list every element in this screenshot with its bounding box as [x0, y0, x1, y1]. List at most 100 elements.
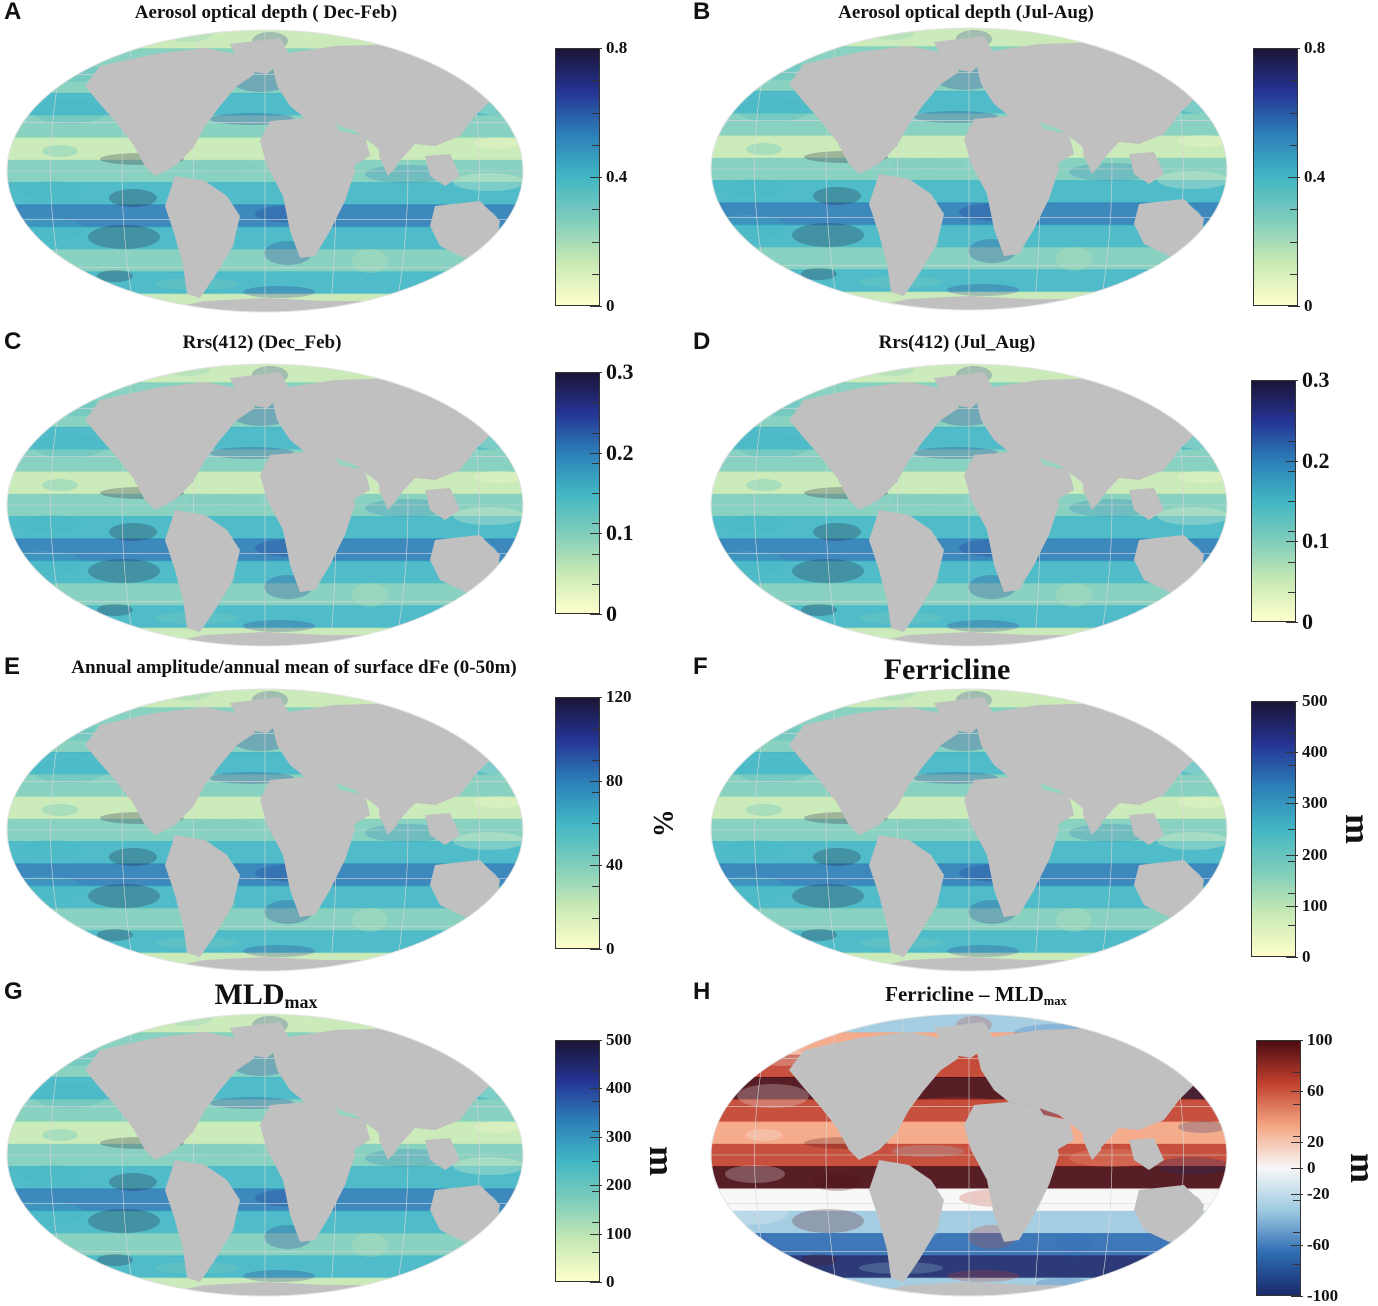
se-asia-landmass [425, 488, 460, 520]
panel-label: C [4, 328, 22, 355]
colorbar-minor-tick [592, 823, 600, 824]
colorbar-tick [1286, 541, 1298, 543]
colorbar-tick-label: 0 [1302, 947, 1311, 966]
panel-title: Aerosol optical depth ( Dec-Feb) [134, 2, 398, 23]
colorbar-tick-label: 0.1 [1302, 528, 1330, 554]
australia-landmass [430, 860, 500, 917]
colorbar-minor-tick [592, 1221, 600, 1223]
north-america-landmass [85, 48, 255, 176]
colorbar-tick [1286, 957, 1298, 958]
colorbar-minor-tick [592, 80, 600, 82]
colorbar-tick [590, 1136, 602, 1138]
colorbar-tick-label: 400 [1302, 742, 1328, 762]
se-asia-landmass [1129, 488, 1164, 520]
colorbar-tick-label: 0.2 [606, 439, 634, 465]
africa-landmass [260, 452, 355, 592]
north-america-landmass [85, 707, 255, 835]
colorbar-minor-tick [1293, 1136, 1301, 1137]
colorbar-minor-tick [592, 273, 600, 275]
colorbar-tick-label: 40 [606, 855, 623, 874]
europe-asia-landmass [270, 1028, 505, 1150]
south-america-landmass [165, 176, 240, 298]
colorbar-minor-tick [1288, 925, 1296, 926]
colorbar-minor-tick [1290, 273, 1298, 275]
australia-landmass [1134, 860, 1204, 917]
panel-label: A [4, 0, 22, 25]
colorbar-tick [590, 1088, 602, 1090]
colorbar-minor-tick [592, 583, 600, 585]
india-landmass [379, 470, 400, 510]
colorbar-unit: % [647, 809, 678, 837]
australia-landmass [1134, 199, 1204, 256]
panel-d: D Rrs(412) (Jul_Aug) 0 0.1 0.2 0.3 [689, 328, 1378, 656]
se-asia-landmass [425, 1138, 460, 1170]
colorbar-tick [1291, 1142, 1303, 1144]
panel-label: H [693, 978, 711, 1005]
colorbar-tick-label: 500 [606, 1030, 632, 1049]
africa-landmass [260, 777, 355, 917]
colorbar-minor-tick [1288, 893, 1296, 894]
australia-landmass [1134, 1185, 1204, 1242]
north-america-landmass [85, 382, 255, 510]
colorbar-tick-label: 200 [1302, 844, 1328, 864]
colorbar-minor-tick [1290, 144, 1298, 146]
colorbar-unit: m [1342, 1153, 1378, 1183]
colorbar-minor-tick [592, 523, 600, 525]
world-map [710, 27, 1228, 311]
colorbar-minor-tick [1288, 829, 1296, 830]
north-america-landmass [85, 1032, 255, 1160]
panel-label: B [693, 0, 711, 25]
colorbar-minor-tick [1288, 561, 1296, 563]
title-subscript: max [284, 992, 318, 1012]
colorbar-tick [1286, 752, 1298, 754]
colorbar-minor-tick [592, 553, 600, 555]
colorbar-minor-tick [1288, 440, 1296, 442]
colorbar-tick [590, 177, 602, 178]
colorbar-tick [1291, 1091, 1303, 1093]
world-map [6, 1013, 524, 1297]
colorbar-minor-tick [592, 1191, 600, 1193]
colorbar-minor-tick [592, 760, 600, 761]
colorbar-minor-tick [592, 917, 600, 919]
panel-label: D [693, 328, 711, 355]
europe-asia-landmass [270, 378, 505, 500]
colorbar-tick [590, 949, 602, 950]
colorbar-tick-label: 200 [606, 1175, 632, 1195]
colorbar-minor-tick [592, 112, 600, 114]
colorbar-minor-tick [1290, 209, 1298, 211]
world-map [710, 688, 1228, 972]
title-subscript: max [1043, 994, 1067, 1008]
africa-landmass [260, 1102, 355, 1242]
south-america-landmass [869, 174, 944, 296]
panel-title: Rrs(412) (Jul_Aug) [878, 332, 1036, 353]
colorbar-tick-label: 300 [606, 1126, 632, 1146]
colorbar-tick-label: 60 [1307, 1081, 1324, 1101]
colorbar-minor-tick [1288, 470, 1296, 472]
colorbar-tick-label: 0 [1307, 1158, 1316, 1177]
colorbar-tick [590, 865, 602, 866]
colorbar-tick [1286, 460, 1298, 462]
panel-h: H Ferricline – MLDmax -100 -60 -20 0 20 60 100… [689, 978, 1378, 1306]
colorbar-tick-label: 0.8 [1304, 38, 1326, 57]
colorbar-tick-label: -100 [1307, 1286, 1339, 1305]
colorbar-tick [1286, 380, 1298, 381]
se-asia-landmass [1129, 813, 1164, 845]
colorbar-tick-label: 0 [606, 939, 615, 958]
colorbar-tick [590, 697, 602, 698]
colorbar-tick-label: 0 [1302, 609, 1313, 634]
world-map [710, 1013, 1228, 1297]
colorbar-minor-tick [592, 1161, 600, 1162]
colorbar-minor-tick [592, 1251, 600, 1253]
north-america-landmass [789, 382, 959, 510]
colorbar-tick [1288, 48, 1300, 49]
colorbar-minor-tick [1288, 501, 1296, 502]
world-map [6, 363, 524, 647]
colorbar-tick [590, 781, 602, 782]
colorbar-tick-label: 0.3 [1302, 367, 1330, 392]
colorbar-tick-label: -60 [1307, 1234, 1330, 1254]
colorbar-minor-tick [1288, 591, 1296, 593]
europe-asia-landmass [974, 378, 1209, 500]
india-landmass [379, 1120, 400, 1160]
panel-title: Ferricline – MLDmax [885, 982, 1067, 1008]
colorbar-minor-tick [592, 462, 600, 464]
